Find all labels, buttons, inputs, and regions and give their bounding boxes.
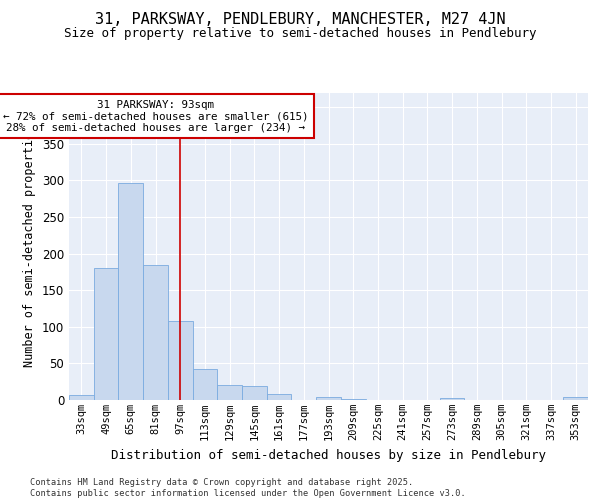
Text: 31, PARKSWAY, PENDLEBURY, MANCHESTER, M27 4JN: 31, PARKSWAY, PENDLEBURY, MANCHESTER, M2…: [95, 12, 505, 28]
Text: Contains HM Land Registry data © Crown copyright and database right 2025.
Contai: Contains HM Land Registry data © Crown c…: [30, 478, 466, 498]
Bar: [217, 386, 242, 400]
Bar: [267, 394, 292, 400]
Bar: [316, 397, 341, 400]
Text: 31 PARKSWAY: 93sqm
← 72% of semi-detached houses are smaller (615)
28% of semi-d: 31 PARKSWAY: 93sqm ← 72% of semi-detache…: [3, 100, 308, 133]
Bar: [193, 369, 217, 400]
Bar: [440, 398, 464, 400]
Bar: [118, 182, 143, 400]
Bar: [242, 386, 267, 400]
Bar: [563, 397, 588, 400]
Bar: [94, 268, 118, 400]
Y-axis label: Number of semi-detached properties: Number of semi-detached properties: [23, 125, 37, 368]
X-axis label: Distribution of semi-detached houses by size in Pendlebury: Distribution of semi-detached houses by …: [111, 448, 546, 462]
Bar: [143, 266, 168, 400]
Text: Size of property relative to semi-detached houses in Pendlebury: Size of property relative to semi-detach…: [64, 28, 536, 40]
Bar: [69, 395, 94, 400]
Bar: [168, 321, 193, 400]
